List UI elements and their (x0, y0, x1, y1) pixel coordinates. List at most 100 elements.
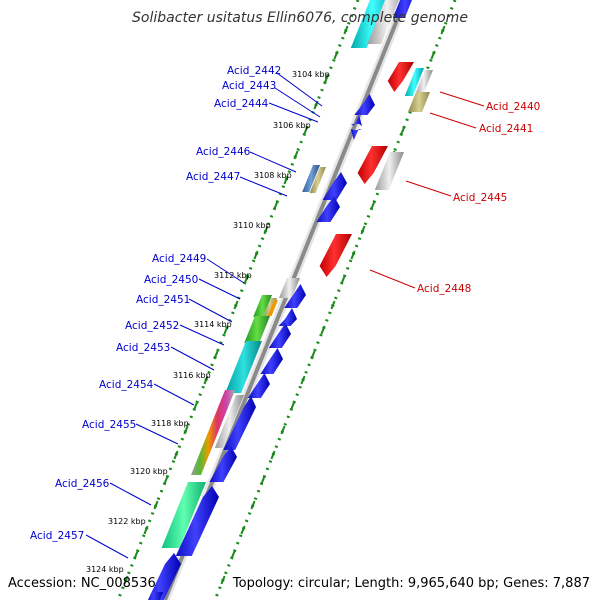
gene-feature (404, 68, 424, 96)
gene-label-acid-2457[interactable]: Acid_2457 (30, 530, 84, 542)
tick-mark (143, 525, 149, 535)
gene-label-acid-2450[interactable]: Acid_2450 (144, 274, 198, 286)
tick-mark (260, 475, 266, 485)
tick-mark (270, 450, 276, 460)
gene-feature (414, 70, 433, 96)
tick-mark (163, 475, 169, 485)
gene-feature (309, 167, 326, 193)
tick-mark (320, 325, 326, 335)
tick-mark (303, 125, 309, 135)
connector-line (239, 176, 288, 197)
gene-label-acid-2446[interactable]: Acid_2446 (196, 146, 251, 158)
gene-feature (244, 316, 270, 343)
gene-feature (408, 92, 430, 112)
tick-mark (323, 75, 329, 85)
label-connectors (85, 72, 485, 559)
kbp-label: 3108 kbp (254, 171, 292, 180)
gene-label-acid-2442[interactable]: Acid_2442 (227, 65, 281, 77)
connector-line (276, 72, 323, 107)
tick-mark (133, 550, 139, 560)
connector-line (369, 269, 416, 289)
connector-line (188, 298, 233, 323)
gene-label-acid-2451[interactable]: Acid_2451 (136, 294, 190, 306)
gene-label-acid-2452[interactable]: Acid_2452 (125, 320, 179, 332)
kbp-label: 3116 kbp (173, 371, 211, 380)
gene-feature (260, 348, 283, 374)
tick-mark (250, 500, 256, 510)
connector-line (405, 180, 452, 197)
gene-feature (351, 115, 362, 126)
tick-mark (240, 525, 246, 535)
gene-feature (209, 446, 237, 482)
tick-mark (123, 575, 129, 585)
tick-mark (153, 500, 159, 510)
accession-text: Accession: NC_008536 (8, 576, 156, 591)
gene-feature (302, 165, 320, 192)
kbp-label: 3114 kbp (194, 320, 232, 329)
gene-label-acid-2455[interactable]: Acid_2455 (82, 419, 136, 431)
gene-feature (367, 0, 399, 44)
tick-mark (293, 150, 299, 160)
kbp-label: 3124 kbp (86, 565, 124, 574)
kbp-label: 3106 kbp (273, 121, 311, 130)
connector-line (135, 423, 179, 445)
tick-mark (213, 350, 219, 360)
gene-label-acid-2441[interactable]: Acid_2441 (479, 123, 533, 135)
connector-line (206, 258, 245, 284)
tick-mark (350, 250, 356, 260)
connector-line (198, 278, 241, 300)
connector-line (153, 383, 195, 406)
connector-line (170, 346, 215, 371)
tick-mark (223, 325, 229, 335)
kbp-label: 3110 kbp (233, 221, 271, 230)
connector-line (179, 324, 225, 346)
tick-mark (283, 175, 289, 185)
connector-line (268, 102, 319, 123)
gene-label-acid-2443[interactable]: Acid_2443 (222, 80, 276, 92)
gene-label-acid-2453[interactable]: Acid_2453 (116, 342, 170, 354)
tick-mark (370, 200, 376, 210)
kbp-label: 3118 kbp (151, 419, 189, 428)
gene-label-acid-2449[interactable]: Acid_2449 (152, 253, 206, 265)
kbp-label: 3112 kbp (214, 271, 252, 280)
tick-mark (263, 225, 269, 235)
tick-mark (253, 250, 259, 260)
gene-label-acid-2456[interactable]: Acid_2456 (55, 478, 110, 490)
connector-line (439, 91, 485, 107)
gene-feature (279, 278, 300, 298)
gene-label-acid-2444[interactable]: Acid_2444 (214, 98, 269, 110)
tick-mark (230, 550, 236, 560)
tick-mark (300, 375, 306, 385)
gene-feature (247, 373, 270, 398)
gene-feature (161, 482, 206, 548)
tick-mark (173, 450, 179, 460)
gene-features (145, 0, 433, 605)
tick-mark (183, 425, 189, 435)
gene-labels-reverse: Acid_2440 Acid_2441 Acid_2445 Acid_2448 (417, 101, 540, 295)
gene-feature (354, 94, 375, 115)
gene-feature (350, 0, 386, 48)
kbp-labels: 3104 kbp 3106 kbp 3108 kbp 3110 kbp 3112… (86, 70, 330, 574)
gene-feature (267, 300, 278, 316)
tick-mark (203, 375, 209, 385)
tick-mark (440, 25, 446, 35)
gene-feature (322, 172, 347, 200)
gene-label-acid-2454[interactable]: Acid_2454 (99, 379, 154, 391)
tick-mark (360, 225, 366, 235)
connector-line (109, 482, 152, 506)
gene-label-acid-2448[interactable]: Acid_2448 (417, 283, 471, 295)
gene-label-acid-2440[interactable]: Acid_2440 (486, 101, 540, 113)
gene-label-acid-2445[interactable]: Acid_2445 (453, 192, 507, 204)
gene-feature (223, 396, 256, 450)
tick-mark (400, 125, 406, 135)
gene-feature (278, 308, 297, 326)
gene-feature (316, 196, 340, 222)
tick-mark (343, 25, 349, 35)
gene-feature (350, 129, 362, 140)
gene-label-acid-2447[interactable]: Acid_2447 (186, 171, 240, 183)
tick-mark (330, 300, 336, 310)
gene-feature (214, 395, 244, 448)
connector-line (274, 87, 321, 118)
tick-mark (233, 300, 239, 310)
